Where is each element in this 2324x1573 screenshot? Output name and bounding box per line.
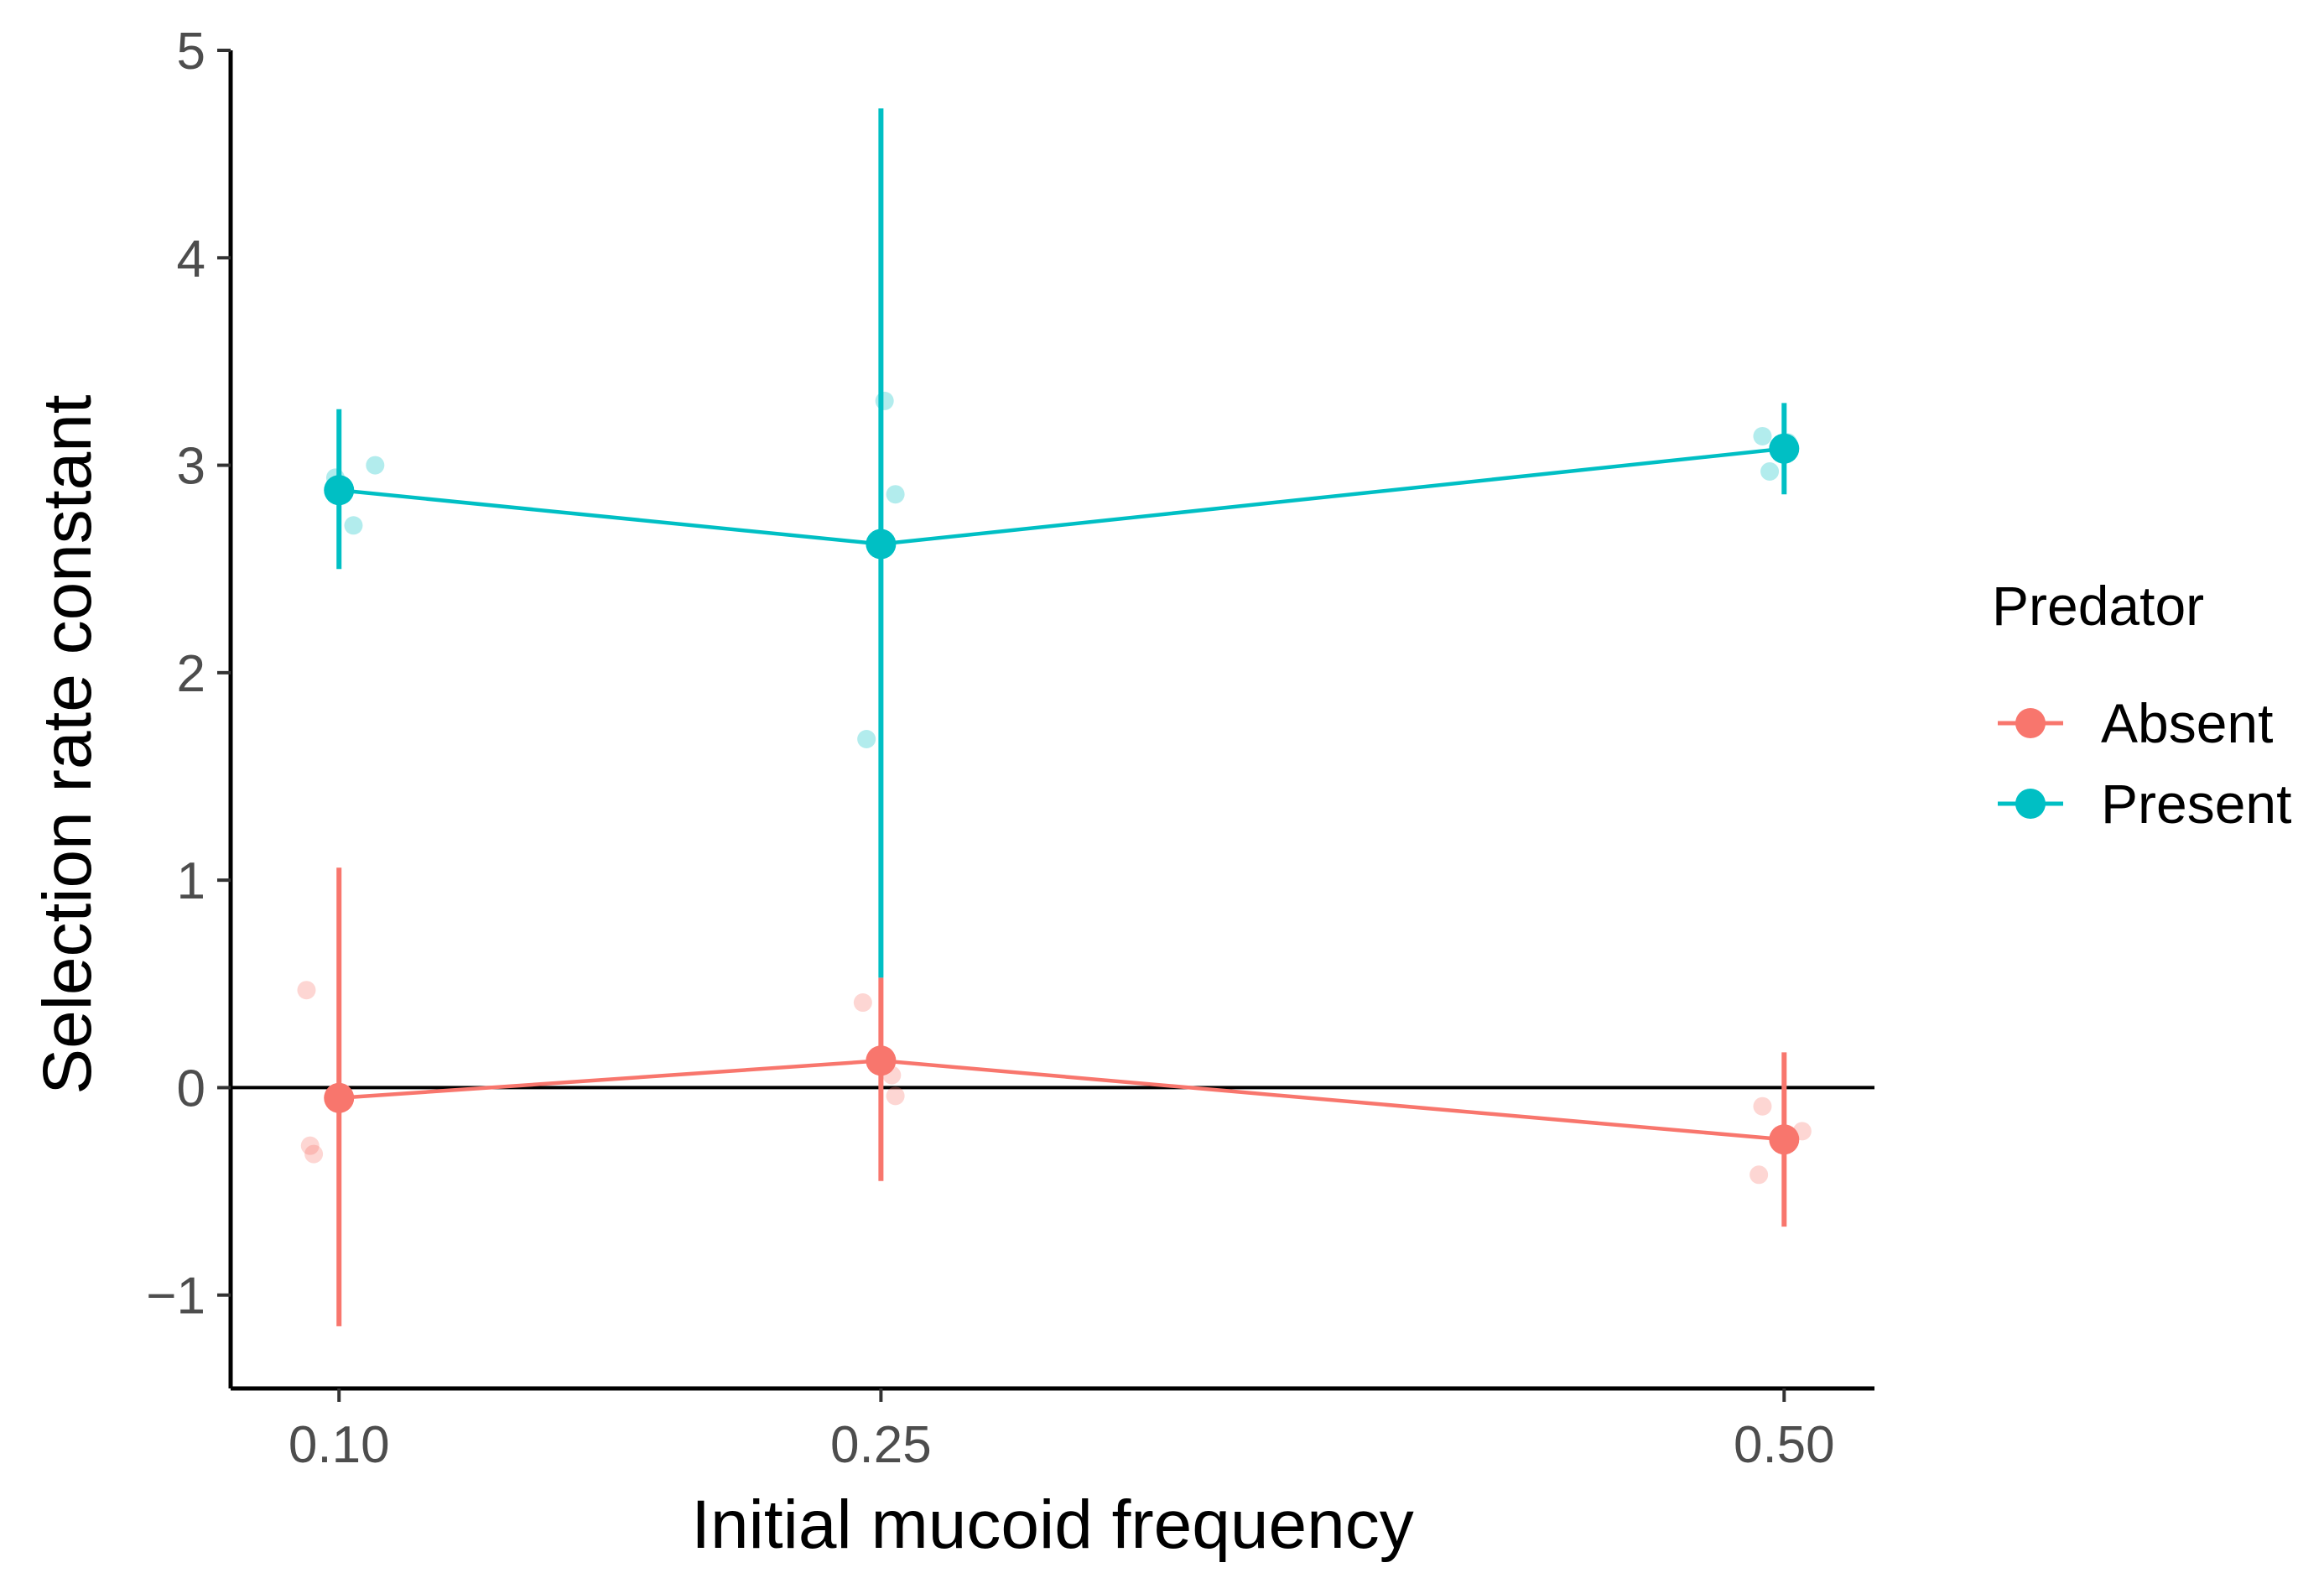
series-lines-layer [339,446,1785,1142]
x-tick-label: 0.10 [289,1416,390,1474]
y-axis-title: Selection rate constant [29,394,106,1094]
replicate-point-absent [853,993,872,1013]
series-line-absent [339,1059,1785,1142]
y-tick-label: 4 [177,230,205,288]
legend-key-marker-present [2015,789,2046,819]
y-tick-label: 3 [177,438,205,496]
legend-label-absent: Absent [2101,692,2273,754]
replicate-point-absent [886,1086,905,1106]
y-tick-label: 0 [177,1060,205,1117]
replicate-point-absent [1753,1096,1772,1116]
replicate-point-absent [300,1136,320,1155]
y-tick-label: 5 [177,23,205,81]
replicate-point-present [1753,426,1772,445]
replicate-point-present [366,456,385,475]
x-tick-label: 0.50 [1734,1416,1835,1474]
mean-point-present [1769,433,1800,464]
legend-label-present: Present [2101,773,2291,835]
legend-key-marker-absent [2015,708,2046,738]
x-axis-title: Initial mucoid frequency [691,1487,1413,1563]
y-tick-label: −1 [146,1268,205,1326]
replicate-point-absent [304,1144,324,1164]
legend: Predator Absent Present [1992,575,2291,835]
replicate-point-present [886,485,905,504]
legend-title: Predator [1992,575,2204,637]
error-bars-layer [336,108,1787,1326]
mean-point-present [866,529,897,560]
replicate-point-absent [297,981,316,1000]
replicate-point-present [344,516,363,535]
x-tick-label: 0.25 [830,1416,932,1474]
replicate-point-present [1760,461,1780,481]
mean-point-absent [324,1082,355,1113]
replicate-point-present [857,729,876,748]
y-tick-label: 1 [177,852,205,910]
replicate-point-absent [1749,1165,1769,1185]
mean-point-absent [1769,1124,1800,1155]
mean-point-absent [866,1045,897,1076]
axes-layer: −1 0 1 2 3 4 5 0.10 0.25 0.50 Initial mucoid frequ… [29,23,1874,1563]
y-tick-label: 2 [177,645,205,703]
series-line-present [339,446,1785,546]
mean-point-present [324,475,355,506]
mean-markers-layer [324,433,1800,1155]
replicate-point-present [875,391,894,410]
replicate-points-layer [297,391,1812,1185]
